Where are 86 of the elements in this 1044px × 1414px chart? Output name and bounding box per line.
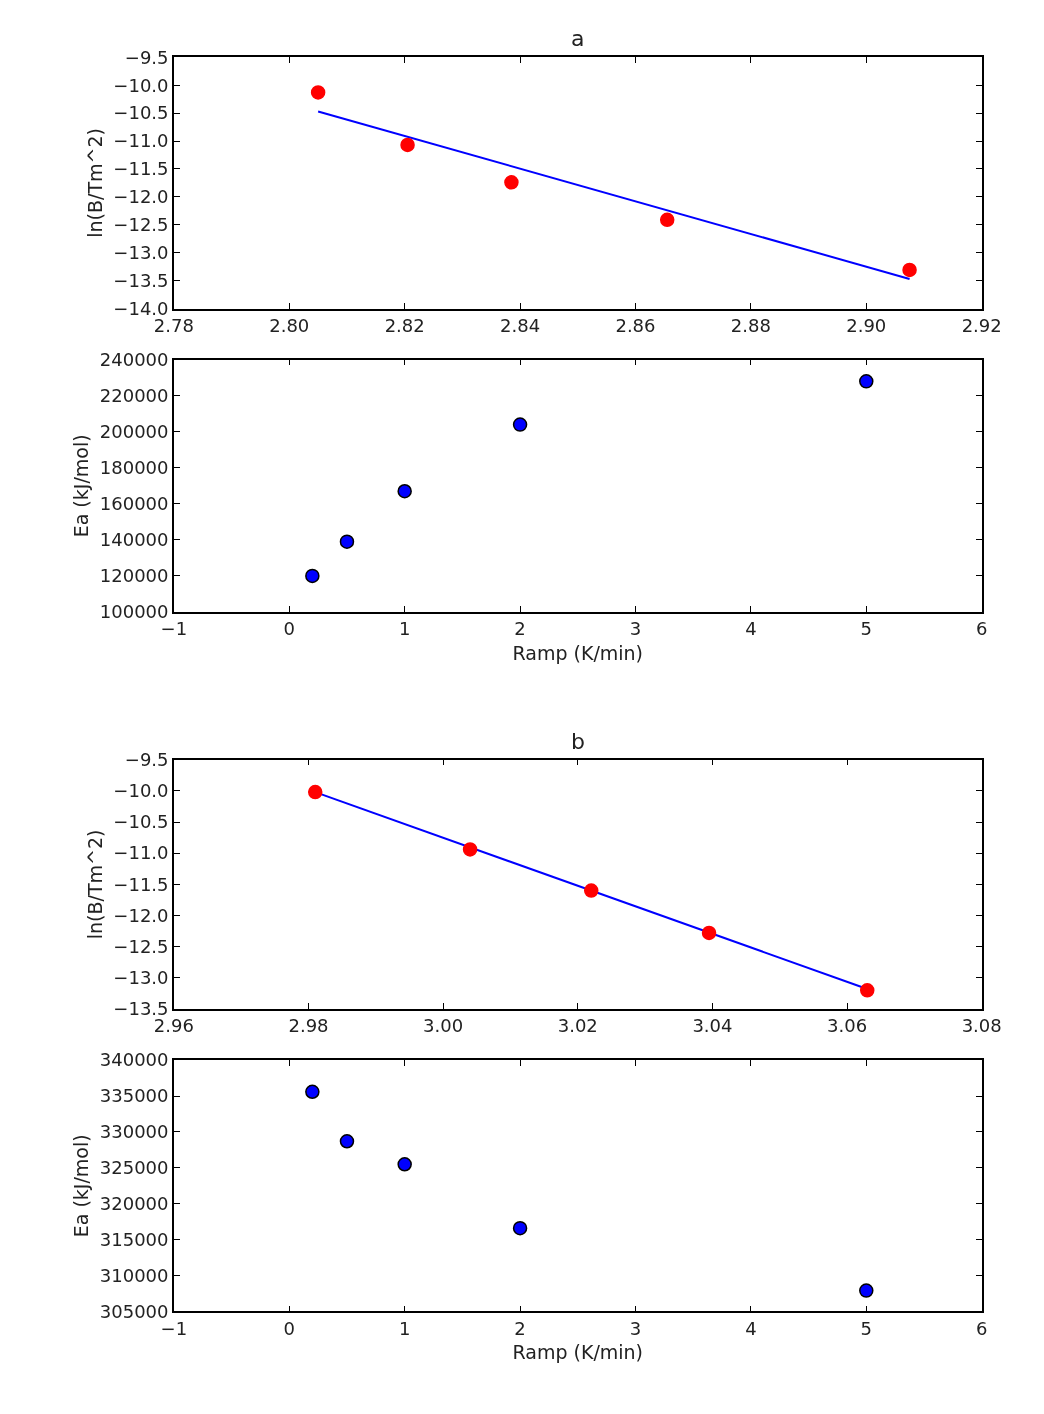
x-tick-label: 3.06 [827,1015,868,1037]
x-tick-label: 4 [745,1317,757,1339]
x-tick-label: 0 [283,1317,295,1339]
y-tick-label: −12.5 [113,935,169,957]
x-tick-label: 2 [514,1317,526,1339]
x-axis-title: Ramp (K/min) [512,641,644,664]
x-tick-label: 5 [860,618,873,640]
x-tick-label: 3.02 [557,1015,598,1037]
y-tick-label: 240000 [99,349,169,371]
point [400,137,415,153]
x-tick-label: 3.00 [423,1015,464,1037]
point [859,374,874,389]
y-tick-label: −13.0 [113,241,169,263]
x-tick-label: 2.88 [730,314,771,336]
y-tick-label: 340000 [99,1049,169,1071]
x-tick-label: 6 [975,1317,988,1339]
y-tick-label: −11.0 [113,130,169,152]
point [859,1283,874,1298]
y-tick-label: −13.5 [113,269,169,291]
y-tick-label: 140000 [99,529,169,551]
point [397,483,412,499]
y-tick-label: −13.0 [113,967,169,989]
y-tick-label: 200000 [99,421,169,443]
point [339,534,355,549]
x-tick-label: 2.90 [846,314,887,336]
y-tick-label: 315000 [99,1228,169,1250]
x-tick-label: 2.80 [269,314,310,336]
x-tick-label: 2.92 [961,314,1002,336]
x-tick-label: 3.04 [692,1015,733,1037]
x-tick-label: 2.86 [615,314,656,336]
y-axis-title: ln(B/Tm^2) [83,829,106,940]
y-tick-label: −11.0 [113,842,169,864]
point [339,1134,355,1149]
y-tick-label: 325000 [99,1157,169,1179]
point [860,983,875,998]
point [310,85,326,100]
y-tick-label: 120000 [99,565,169,587]
x-tick-label: 6 [975,618,988,640]
x-tick-label: 4 [745,618,757,640]
x-tick-label: 3 [629,1317,642,1339]
y-tick-label: −11.5 [113,158,169,180]
y-tick-label: −10.5 [113,102,169,124]
y-tick-label: 180000 [99,457,169,479]
y-tick-label: 320000 [99,1193,169,1215]
y-tick-label: 220000 [99,385,169,407]
x-tick-label: 5 [860,1317,873,1339]
point [305,568,320,584]
x-tick-label: 0 [283,618,295,640]
point [512,417,528,432]
y-tick-label: −12.0 [113,186,169,208]
x-axis-title: Ramp (K/min) [512,1341,644,1364]
x-tick-label: 1 [398,618,411,640]
x-tick-label: 2.98 [288,1015,329,1037]
chart-title: b [571,729,585,754]
point [512,1220,528,1236]
point [397,1157,412,1172]
x-tick-label: 3 [629,618,642,640]
x-tick-label: 2.84 [500,314,541,336]
chart-title: a [571,26,585,51]
x-tick-label: 1 [398,1317,411,1339]
point [308,784,323,800]
y-tick-label: 160000 [99,493,169,515]
y-tick-label: 310000 [99,1264,169,1286]
y-tick-label: −10.5 [113,811,169,833]
y-axis-title: Ea (kJ/mol) [70,434,93,538]
y-tick-label: −10.0 [113,74,169,96]
point [659,212,675,227]
x-tick-label: 2 [514,618,526,640]
y-axis-title: ln(B/Tm^2) [83,128,106,238]
x-tick-label: 3.08 [961,1015,1002,1037]
x-tick-label: 2.82 [384,314,425,336]
y-tick-label: −9.5 [124,749,169,771]
y-tick-label: −12.5 [113,214,169,236]
point [584,883,599,898]
y-tick-label: 335000 [99,1085,169,1107]
point [701,925,717,941]
point [462,842,478,857]
y-axis-title: Ea (kJ/mol) [70,1134,93,1238]
y-tick-label: −10.0 [113,780,169,802]
y-tick-label: −11.5 [113,873,169,895]
point [305,1084,320,1100]
y-tick-label: −9.5 [124,46,169,68]
point [504,175,519,190]
point [902,262,917,278]
y-tick-label: −12.0 [113,904,169,926]
y-tick-label: 330000 [99,1121,169,1143]
